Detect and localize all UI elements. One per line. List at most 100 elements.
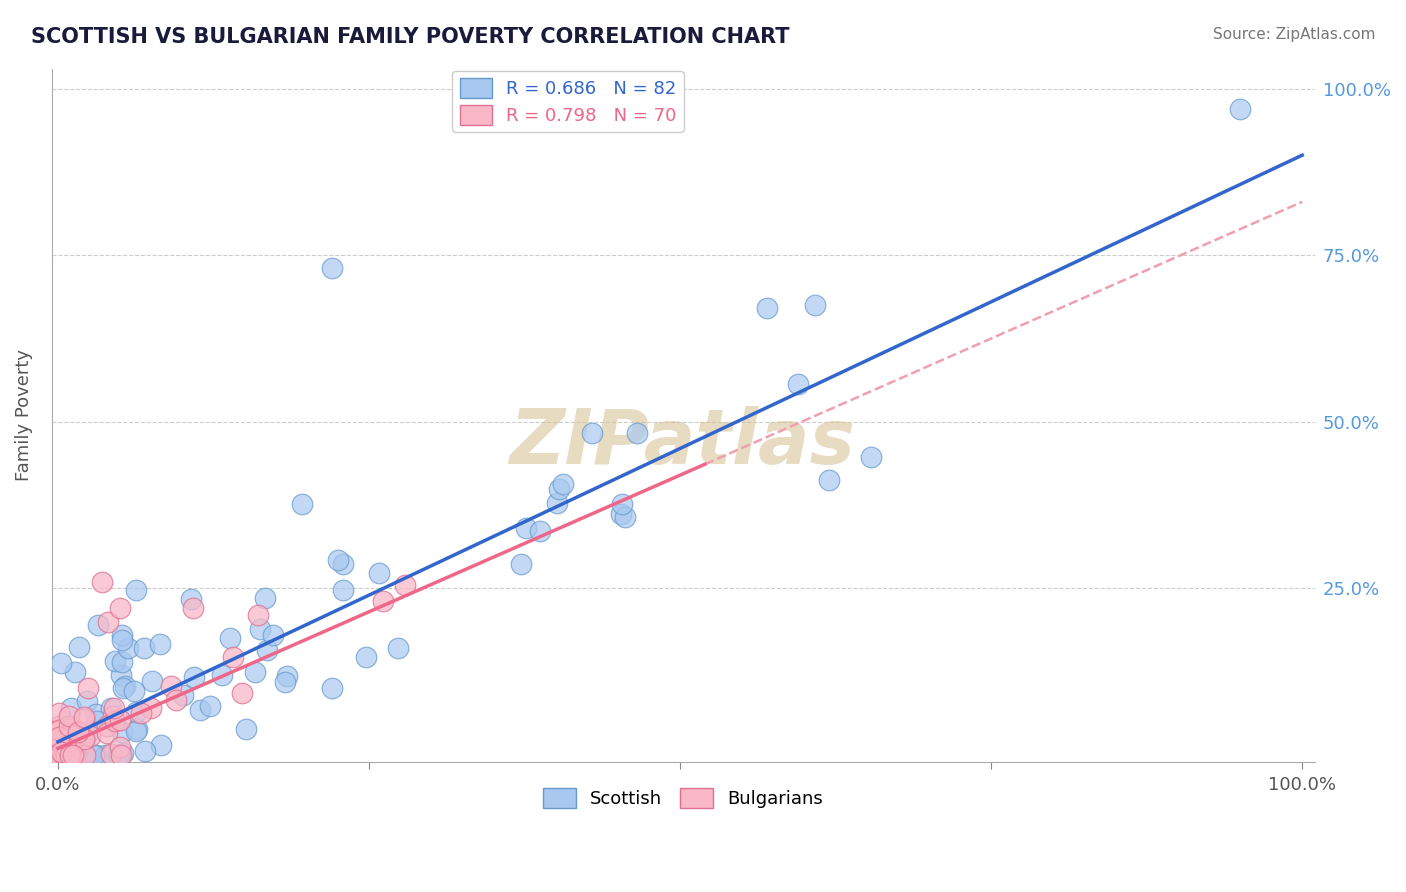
Point [48,706,70,720]
Point [87,617,110,632]
Point [111,628,134,642]
Point [46,724,69,739]
Point [72,748,94,763]
Point [183,670,205,684]
Y-axis label: Family Poverty: Family Poverty [15,349,32,481]
Point [262,628,284,642]
Point [73,710,96,724]
Point [125,723,148,737]
Point [219,631,242,645]
Point [110,713,132,727]
Point [368,566,391,581]
Point [67,640,90,655]
Point [90,574,112,589]
Point [63,748,86,763]
Point [48,734,70,748]
Point [134,640,156,655]
Point [48,742,70,756]
Point [254,591,277,605]
Point [141,673,163,688]
Point [243,665,266,679]
Point [787,377,810,392]
Point [72,712,94,726]
Point [547,482,569,496]
Point [515,521,537,535]
Point [100,747,122,762]
Point [108,740,131,755]
Point [125,583,148,598]
Point [70,736,93,750]
Point [610,508,633,522]
Point [326,552,349,566]
Point [83,748,105,763]
Point [321,681,343,695]
Point [84,707,107,722]
Point [62,748,84,763]
Point [249,622,271,636]
Point [613,510,636,524]
Point [551,476,574,491]
Point [59,748,82,763]
Point [172,689,194,703]
Point [59,701,82,715]
Point [332,557,354,571]
Point [52,748,75,763]
Point [546,496,568,510]
Point [104,654,127,668]
Point [94,748,117,763]
Point [859,450,882,464]
Point [150,738,173,752]
Point [1229,102,1251,116]
Point [59,741,82,756]
Point [231,686,253,700]
Point [108,601,131,615]
Point [49,657,72,671]
Point [581,426,603,441]
Point [200,699,222,714]
Point [110,668,132,682]
Point [58,709,80,723]
Point [46,748,69,763]
Point [124,683,146,698]
Point [63,748,86,763]
Point [62,721,84,735]
Point [291,498,314,512]
Point [100,700,122,714]
Point [117,640,139,655]
Point [211,668,233,682]
Point [125,705,148,719]
Legend: Scottish, Bulgarians: Scottish, Bulgarians [536,780,831,815]
Point [274,675,297,690]
Point [134,744,156,758]
Point [97,748,120,763]
Point [58,748,80,763]
Point [529,524,551,538]
Point [48,735,70,749]
Point [387,641,409,656]
Point [96,726,118,740]
Point [73,732,96,747]
Point [63,665,86,679]
Point [111,746,134,760]
Point [56,748,79,763]
Point [55,748,77,763]
Point [276,668,298,682]
Point [55,748,77,763]
Point [55,737,77,751]
Point [235,722,257,736]
Point [373,593,395,607]
Point [111,725,134,739]
Point [222,650,245,665]
Point [79,723,101,737]
Point [55,739,77,754]
Text: Source: ZipAtlas.com: Source: ZipAtlas.com [1212,27,1375,42]
Point [52,748,75,763]
Point [256,643,278,657]
Point [96,719,118,733]
Point [139,700,162,714]
Point [60,728,83,742]
Point [108,748,131,763]
Point [66,725,89,739]
Point [166,692,188,706]
Point [55,738,77,752]
